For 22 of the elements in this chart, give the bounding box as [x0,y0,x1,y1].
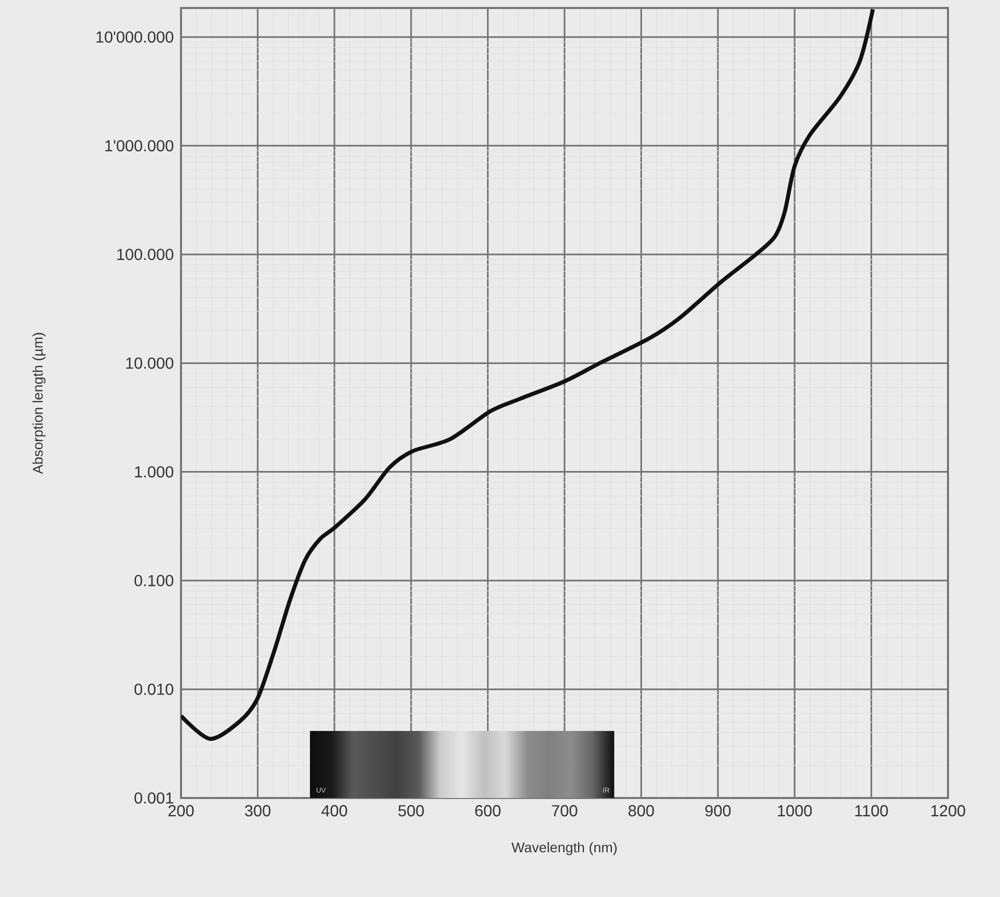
x-axis-title: Wavelength (nm) [512,842,617,856]
x-tick-label: 600 [475,805,501,816]
y-tick-label: 1.000 [135,466,174,478]
line-series [181,8,875,741]
x-tick-label: 1100 [855,805,888,816]
y-tick-label: 10'000.000 [96,31,174,43]
x-tick-label: 900 [705,805,731,816]
x-tick-label: 300 [244,805,270,816]
x-tick-label: 500 [398,805,424,816]
x-tick-label: 200 [168,805,194,816]
x-tick-label: 1000 [778,805,812,816]
y-tick-label: 0.100 [134,574,174,586]
y-tick-label: 1'000.000 [105,140,174,152]
y-axis-title: Absorption length (µm) [32,332,46,474]
x-tick-label: 1200 [931,805,966,816]
y-tick-label: 0.001 [134,792,174,804]
y-tick-label: 100.000 [117,248,174,260]
x-tick-label: 700 [552,805,578,816]
y-tick-label: 0.010 [134,684,174,695]
x-tick-label: 800 [628,805,654,816]
x-tick-label: 400 [321,805,348,816]
y-tick-label: 10.000 [126,357,174,369]
